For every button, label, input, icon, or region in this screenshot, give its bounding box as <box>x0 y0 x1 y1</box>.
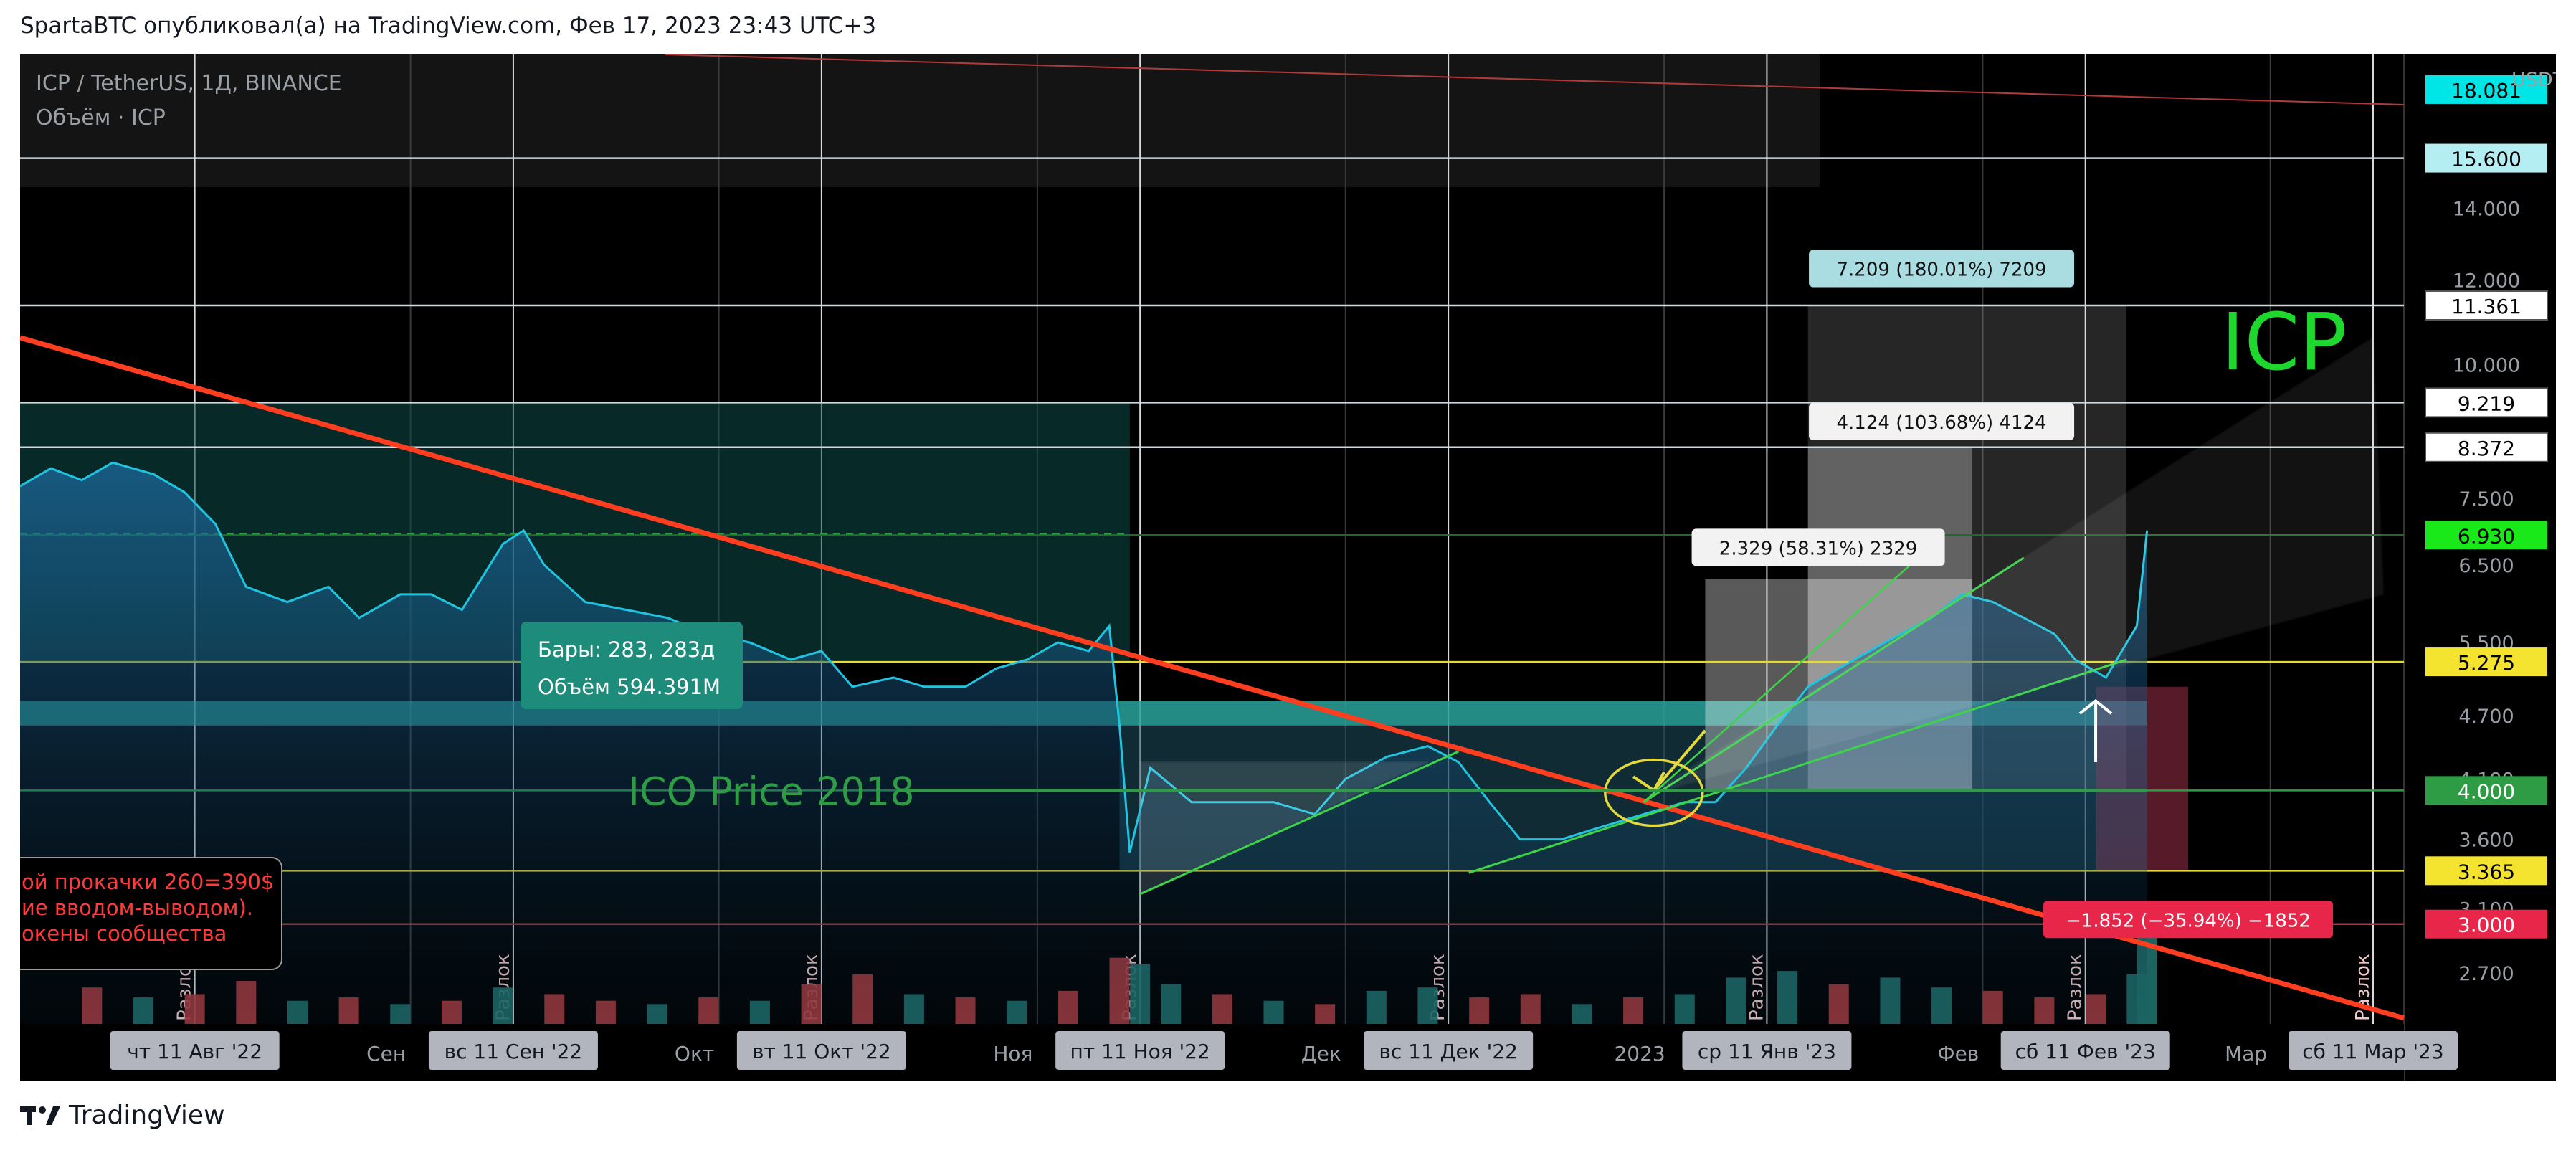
note-box: ой прокачки 260=390$ие вводом-выводом).о… <box>20 857 282 970</box>
time-axis-highlight: ср 11 Янв '23 <box>1682 1031 1852 1070</box>
publish-line: SpartaBTC опубликовал(а) на TradingView.… <box>20 13 877 39</box>
price-tick-label: 7.500 <box>2458 488 2514 511</box>
range-info-box: Бары: 283, 283д Объём 594.391M <box>521 622 743 709</box>
footer-brand: TradingView <box>20 1101 225 1130</box>
measure-label: 7.209 (180.01%) 7209 <box>1809 250 2075 288</box>
measure-label-text: 2.329 (58.31%) 2329 <box>1719 538 1918 559</box>
green-support-line <box>1468 658 2127 874</box>
icp-label: ICP <box>2221 296 2347 388</box>
time-tick-label: Ноя <box>993 1042 1032 1066</box>
time-axis-highlight-text: чт 11 Авг '22 <box>127 1040 262 1063</box>
price-axis-label: 15.600 <box>2425 143 2547 173</box>
green-fan-line <box>1643 536 1942 803</box>
price-axis-label-text: 3.365 <box>2458 860 2515 883</box>
time-axis-highlight: сб 11 Мар '23 <box>2289 1031 2458 1070</box>
price-tick-label: 2.700 <box>2458 963 2514 985</box>
note-line: ие вводом-выводом). <box>22 896 253 920</box>
green-support-line <box>1139 750 1460 896</box>
measure-label: −1.852 (−35.94%) −1852 <box>2043 901 2334 939</box>
price-tick-label: 3.600 <box>2458 830 2514 852</box>
time-axis-highlight-text: вс 11 Дек '22 <box>1379 1040 1518 1063</box>
time-tick-label: Окт <box>675 1042 714 1066</box>
time-axis-highlight: вс 11 Дек '22 <box>1364 1031 1534 1070</box>
arrow-head-white <box>2078 698 2113 715</box>
measure-label: 2.329 (58.31%) 2329 <box>1691 528 1945 566</box>
price-axis-label: 3.000 <box>2425 909 2547 939</box>
price-axis-label: 18.081 <box>2425 75 2547 104</box>
time-tick-label: Сен <box>366 1042 406 1066</box>
price-tick-label: 14.000 <box>2453 199 2520 221</box>
time-axis-highlight-text: вт 11 Окт '22 <box>752 1040 891 1063</box>
measure-label-text: −1.852 (−35.94%) −1852 <box>2066 910 2311 931</box>
symbol-title: ICP / TetherUS, 1Д, BINANCE <box>36 71 342 96</box>
price-axis-label-text: 9.219 <box>2458 392 2515 415</box>
price-axis-label: 8.372 <box>2425 432 2548 462</box>
green-fan-line <box>1643 556 2025 803</box>
range-bars-text: Бары: 283, 283д <box>538 637 715 662</box>
price-axis-label-text: 18.081 <box>2451 79 2522 103</box>
note-line: ой прокачки 260=390$ <box>22 870 274 894</box>
rising-wedge <box>1643 336 2385 797</box>
arrow-line-yellow <box>1653 729 1706 792</box>
price-tick-label: 10.000 <box>2453 355 2520 377</box>
highlight-ellipse <box>1604 758 1704 827</box>
time-axis-highlight-text: сб 11 Мар '23 <box>2302 1040 2443 1063</box>
time-axis-highlight-text: сб 11 Фев '23 <box>2015 1040 2156 1063</box>
price-axis-label: 5.275 <box>2425 647 2547 677</box>
time-axis-highlight-text: пт 11 Ноя '22 <box>1070 1040 1210 1063</box>
volume-title: Объём · ICP <box>36 105 166 131</box>
price-axis-label: 9.219 <box>2425 387 2548 418</box>
brand-name: TradingView <box>69 1101 225 1130</box>
chart-area[interactable]: РазлокРазлокРазлокРазлокРазлокРазлокРазл… <box>20 54 2556 1081</box>
tradingview-logo-icon <box>20 1106 60 1125</box>
time-axis-highlight: пт 11 Ноя '22 <box>1055 1031 1225 1070</box>
price-axis-label-text: 5.275 <box>2458 651 2515 675</box>
price-line <box>20 461 2149 853</box>
top-shade <box>20 54 1820 187</box>
price-axis-label-text: 11.361 <box>2451 295 2522 318</box>
price-tick-label: 4.700 <box>2458 706 2514 728</box>
price-area <box>20 462 2147 1024</box>
time-tick-label: Мар <box>2225 1042 2267 1066</box>
time-axis-highlight: вт 11 Окт '22 <box>736 1031 906 1070</box>
price-axis-label: 3.365 <box>2425 856 2547 886</box>
price-tick-label: 12.000 <box>2453 270 2520 293</box>
price-axis-label-text: 6.930 <box>2458 524 2515 548</box>
red-downtrend-line <box>20 335 2405 1021</box>
ico-price-label: ICO Price 2018 <box>628 769 915 814</box>
time-axis-highlight: чт 11 Авг '22 <box>110 1031 280 1070</box>
time-tick-label: 2023 <box>1614 1042 1665 1066</box>
price-axis-label-text: 8.372 <box>2458 437 2515 460</box>
chart-svg[interactable]: РазлокРазлокРазлокРазлокРазлокРазлокРазл… <box>20 54 2556 1081</box>
note-line: окены сообщества <box>22 921 227 946</box>
price-axis-label: 11.361 <box>2425 290 2548 321</box>
time-axis-highlight-text: вс 11 Сен '22 <box>445 1040 583 1063</box>
measure-label-text: 4.124 (103.68%) 4124 <box>1837 412 2047 434</box>
time-axis-highlight: вс 11 Сен '22 <box>428 1031 598 1070</box>
red-thin-trendline <box>665 54 2405 105</box>
measure-label-text: 7.209 (180.01%) 7209 <box>1837 260 2047 281</box>
price-axis-label: 4.000 <box>2425 776 2547 805</box>
triangle-pattern <box>1139 761 1428 896</box>
time-tick-label: Фев <box>1937 1042 1979 1066</box>
time-axis-highlight-text: ср 11 Янв '23 <box>1698 1040 1836 1063</box>
price-axis-label: 6.930 <box>2425 521 2547 550</box>
price-axis-label-text: 4.000 <box>2458 779 2515 803</box>
measure-label: 4.124 (103.68%) 4124 <box>1809 402 2075 440</box>
price-axis-label-text: 15.600 <box>2451 148 2522 171</box>
price-axis-label-text: 3.000 <box>2458 914 2515 937</box>
time-axis-highlight: сб 11 Фев '23 <box>2000 1031 2170 1070</box>
range-volume-text: Объём 594.391M <box>538 675 721 699</box>
time-tick-label: Дек <box>1301 1042 1341 1066</box>
price-tick-label: 6.500 <box>2458 555 2514 577</box>
